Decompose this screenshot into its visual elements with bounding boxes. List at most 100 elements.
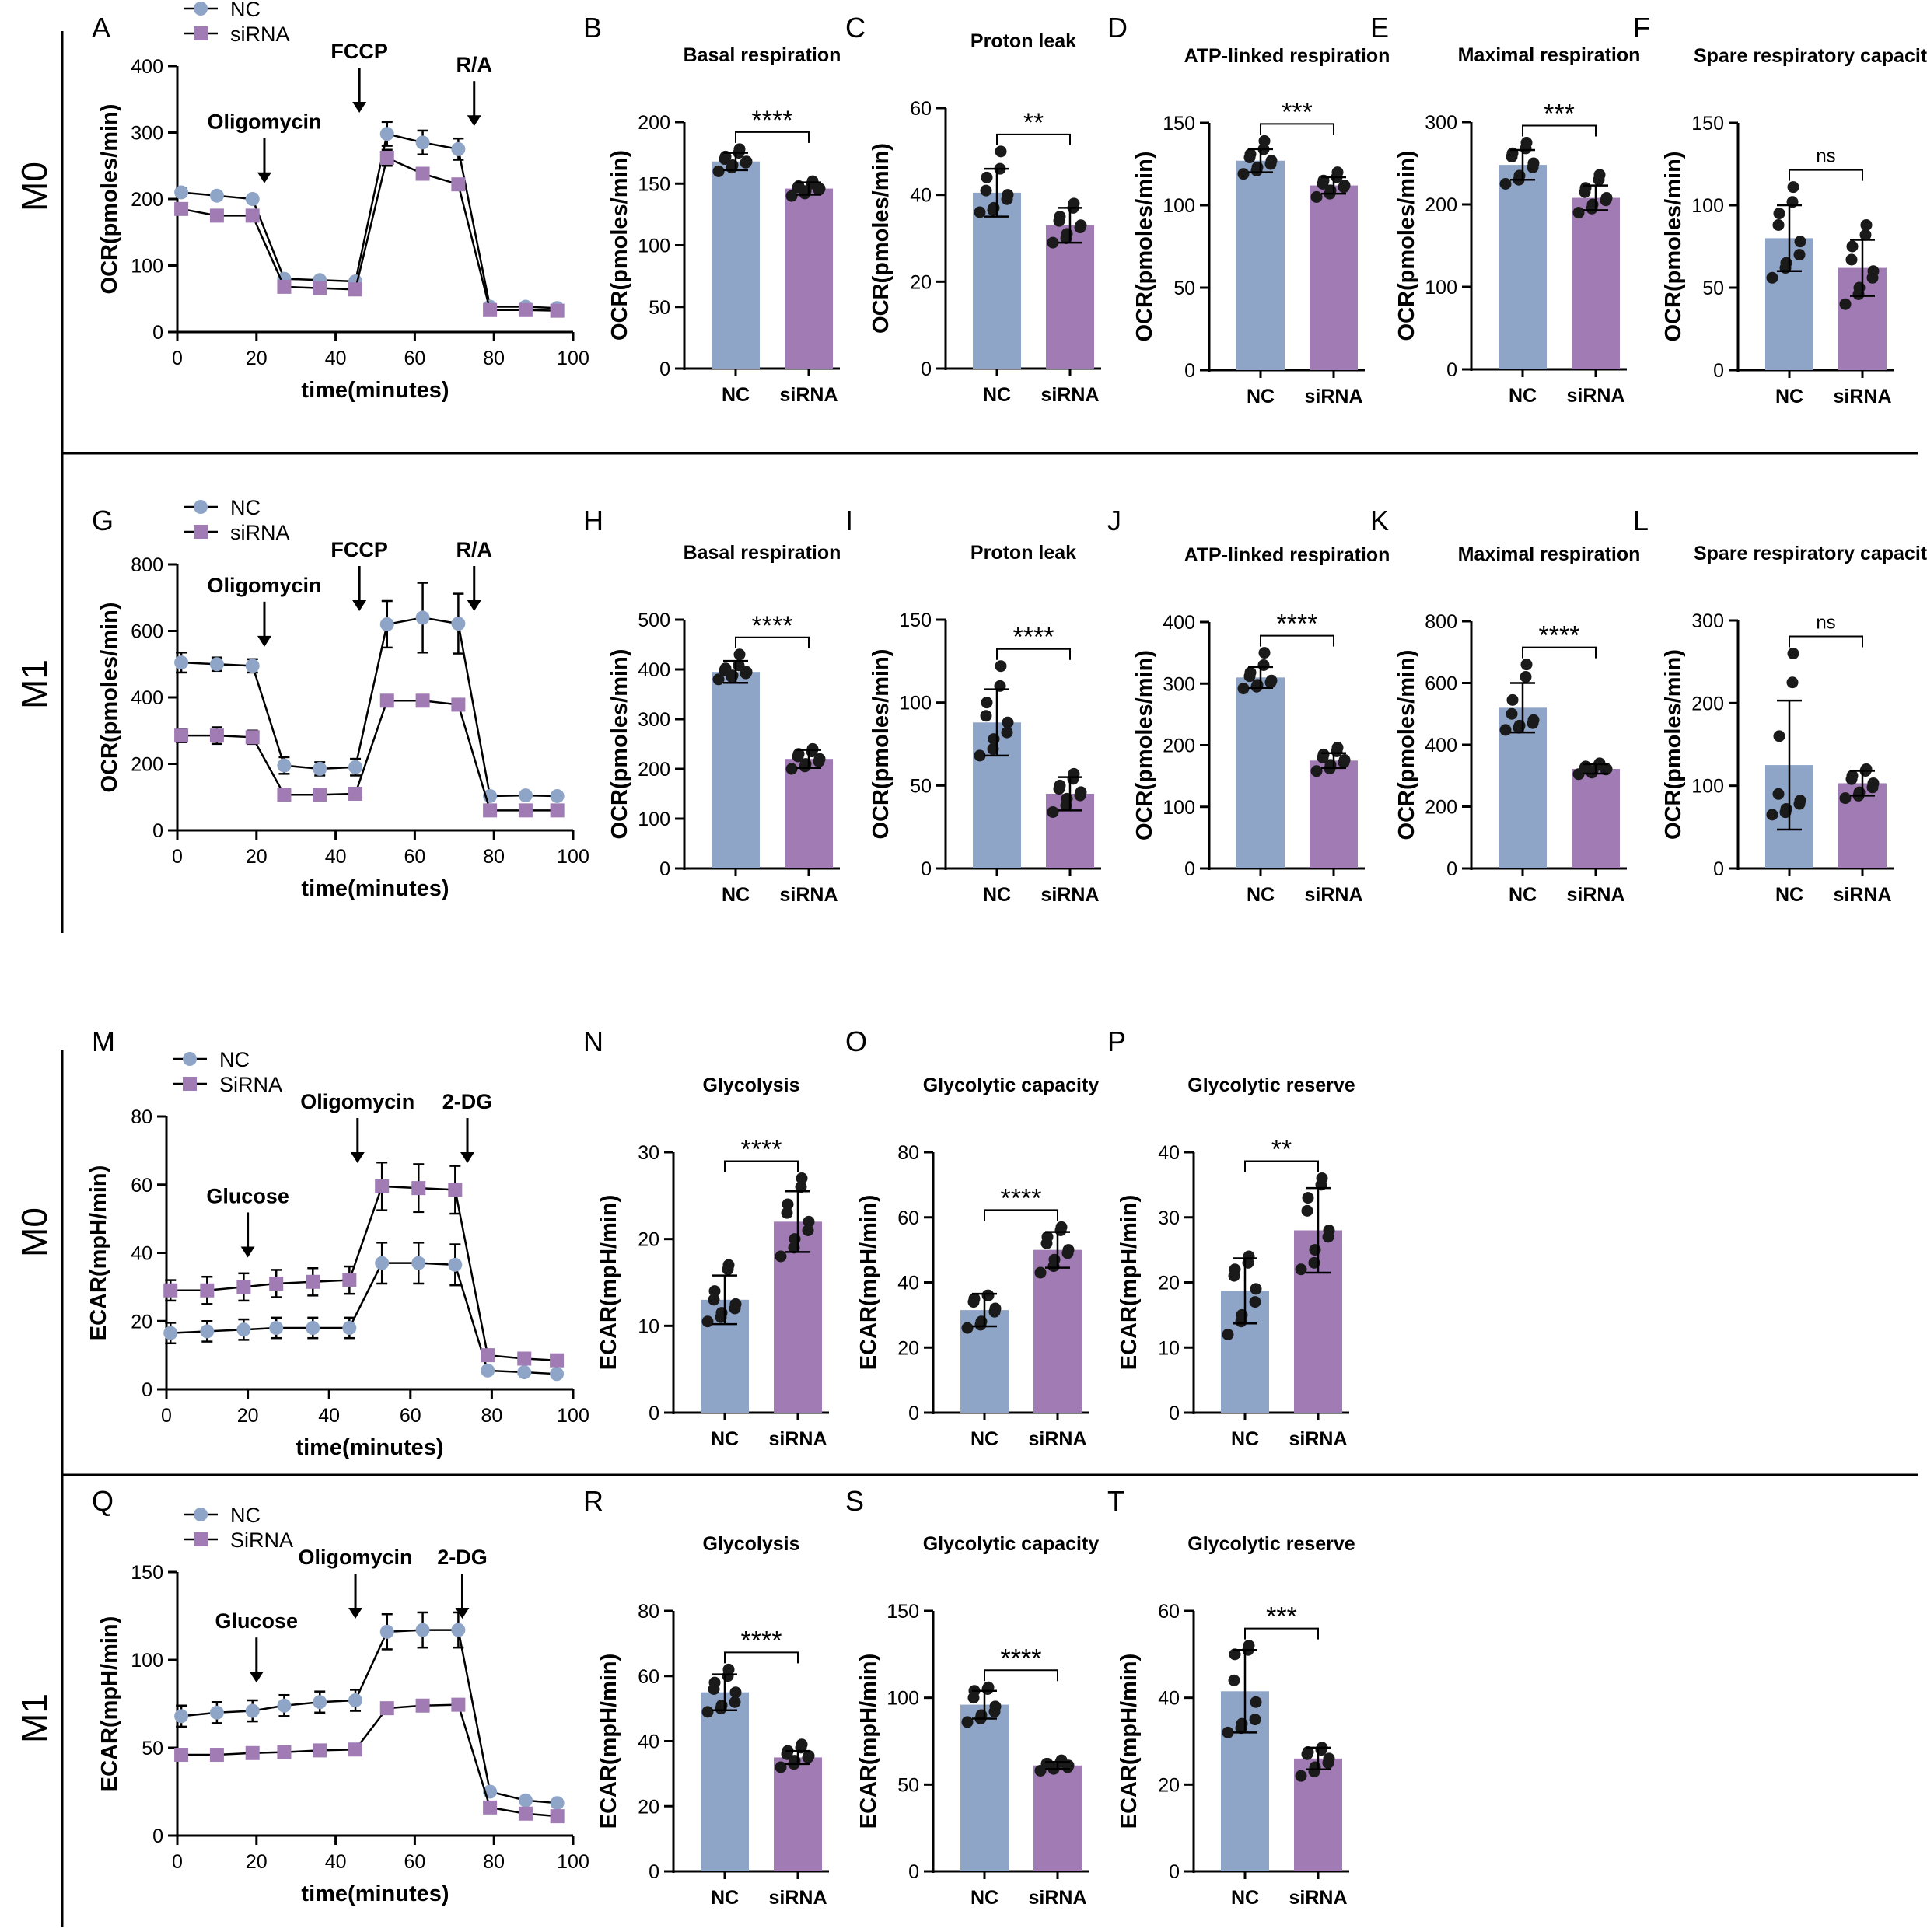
data-point [1527,157,1540,169]
x-tick-label: siRNA [1040,884,1099,906]
arrow-head [467,115,481,127]
data-point [1773,208,1785,220]
data-point [1773,730,1785,742]
data-point [1839,792,1852,805]
legend-label-1: SiRNA [230,1528,293,1552]
data-point [796,1172,808,1184]
legend-marker-sirna [194,26,208,40]
x-axis-label: time(minutes) [296,1435,443,1460]
x-tick-label: NC [1247,386,1275,407]
panel-letter-d: D [1107,12,1128,44]
data-point-nc [245,1703,260,1718]
data-point [1034,1266,1047,1279]
y-tick-label: 0 [1169,1861,1180,1883]
x-tick-label: siRNA [1304,386,1362,407]
data-point [1055,1221,1068,1233]
y-tick-label: 400 [1425,735,1457,756]
y-tick-label: 100 [899,693,932,714]
chart-title: Basal respiration [684,44,841,66]
data-point [1506,693,1519,706]
axes [168,563,575,840]
series-line-1 [181,700,558,812]
bar-nc [1236,160,1285,370]
bar-sirna [774,1757,822,1871]
data-point [729,1298,742,1310]
y-axis-label: ECAR(mpH/min) [1117,1195,1142,1371]
x-tick-label: siRNA [1833,884,1891,906]
bar-sirna [1310,760,1358,868]
data-point [1338,754,1351,767]
data-point [1244,666,1257,679]
x-tick-label: siRNA [1040,384,1099,406]
data-point-nc [451,617,466,631]
y-axis-label: OCR(pmoles/min) [1132,650,1157,840]
data-point [1310,190,1323,203]
x-tick-label: 20 [246,846,268,868]
y-tick-label: 400 [1163,612,1195,634]
chart-t: T 0 20 40 60 ECAR(mpH/min) Glycolytic reserve N… [1107,1485,1355,1909]
arrow-head [455,1608,470,1619]
significance-label: **** [1539,621,1580,651]
annotation-label: R/A [456,538,493,561]
data-point-sirna [415,1698,430,1713]
data-point-sirna [313,1743,327,1758]
y-tick-label: 0 [152,322,163,344]
y-tick-label: 800 [1425,611,1457,633]
x-tick-label: 20 [246,348,268,369]
data-point [1331,742,1344,754]
chart-c: C 0 20 40 60 OCR(pmoles/min) Proton leak NC siRN… [845,12,1101,406]
x-tick-label: 100 [557,348,589,369]
chart-title: ATP-linked respiration [1184,45,1390,67]
significance-bracket [1789,169,1863,181]
y-tick-label: 0 [649,1861,659,1883]
data-point [1506,707,1518,720]
data-point [1302,1192,1314,1204]
annotation-label: Oligomycin [207,574,321,597]
data-point-sirna [348,282,363,297]
data-point-sirna [379,1701,394,1716]
y-tick-label: 10 [1158,1337,1180,1359]
data-point-nc [174,655,189,670]
y-tick-label: 10 [638,1315,659,1337]
y-tick-label: 0 [1169,1403,1180,1424]
data-point [981,171,993,183]
data-point [1793,249,1806,261]
x-tick-label: 100 [557,846,589,868]
panel-letter-a: A [92,12,110,44]
data-point-sirna [483,803,498,818]
panel-letter-o: O [845,1025,867,1057]
data-point [1302,1745,1314,1758]
data-point [1839,298,1852,310]
panel-letter-l: L [1633,505,1649,536]
legend-label-0: NC [230,1504,261,1527]
chart-q: Q 0 50 100 150 0 20 40 60 80 100 time(minutes) ECAR(… [92,1485,589,1906]
bar-nc [973,192,1021,369]
chart-title: Proton leak [970,30,1076,52]
y-tick-label: 60 [1158,1601,1180,1623]
data-point-sirna [379,150,394,165]
data-point-sirna [277,1745,292,1759]
legend-label-0: NC [219,1048,250,1071]
data-point [961,1322,974,1334]
data-point [1846,240,1859,253]
chart-n: N 0 10 20 30 ECAR(mpH/min) Glycolysis NC siRNA **… [583,1025,829,1450]
data-point [701,1315,714,1328]
y-tick-label: 40 [1158,1142,1180,1164]
y-tick-label: 100 [1163,195,1195,217]
y-tick-label: 600 [1425,673,1457,695]
legend-label-1: siRNA [230,23,290,46]
data-point [1250,1696,1262,1708]
chart-g: G 0 200 400 600 800 0 20 40 60 80 100 time(minutes) O… [92,496,589,901]
chart-h: H 0 100 200 300 400 500 OCR(pmoles/min) Basal re… [583,505,841,906]
data-point-sirna [163,1283,178,1298]
x-tick-label: siRNA [1566,385,1624,407]
y-axis-label: OCR(pmoles/min) [869,143,894,334]
chart-title: ATP-linked respiration [1184,544,1390,566]
data-point-sirna [245,730,260,745]
y-tick-label: 50 [142,1738,163,1759]
significance-label: *** [1266,1602,1297,1632]
data-point [1316,1172,1328,1184]
series-line-1 [170,1185,558,1361]
y-tick-label: 100 [638,236,670,257]
y-axis-label: OCR(pmoles/min) [1661,649,1686,840]
